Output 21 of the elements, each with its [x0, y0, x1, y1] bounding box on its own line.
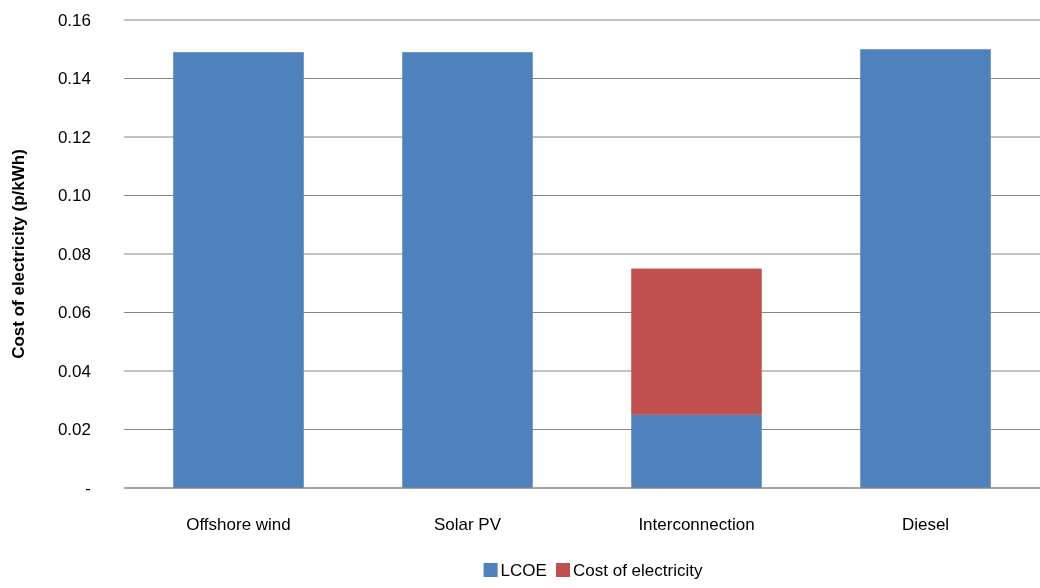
y-tick-label: 0.06: [57, 303, 91, 323]
y-tick-label: 0.04: [57, 361, 91, 381]
legend-label: LCOE: [500, 561, 547, 580]
y-tick-label: 0.14: [57, 69, 91, 89]
bar: [173, 52, 304, 488]
y-tick-label: 0.16: [57, 10, 91, 30]
y-tick-label: 0.10: [57, 186, 91, 206]
y-tick-label: 0.02: [57, 420, 91, 440]
bar: [402, 52, 533, 488]
y-tick-label: 0.08: [57, 244, 91, 264]
x-tick-label: Diesel: [901, 515, 950, 534]
y-tick-label: -: [85, 478, 91, 498]
bar: [631, 268, 762, 415]
bar: [860, 49, 991, 488]
bar: [631, 414, 762, 488]
x-tick-label: Offshore wind: [186, 515, 291, 534]
y-tick-label: 0.12: [57, 127, 91, 147]
x-tick-label: Interconnection: [638, 515, 755, 534]
legend-label: Cost of electricity: [573, 561, 703, 580]
x-tick-label: Solar PV: [433, 515, 502, 534]
y-axis-title: Cost of electricity (p/kWh): [9, 149, 28, 359]
